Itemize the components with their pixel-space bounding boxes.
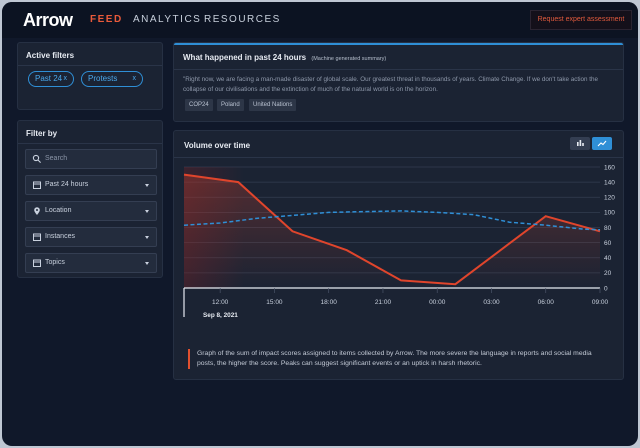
chart-description: Graph of the sum of impact scores assign… (188, 349, 598, 369)
calendar-icon (33, 233, 41, 241)
top-navigation-bar: Arrow FEED ANALYTICS RESOURCES Request e… (2, 2, 638, 38)
series-area (184, 174, 600, 288)
bar-view-toggle[interactable] (570, 137, 590, 150)
chip-label: Protests (88, 74, 118, 83)
volume-title: Volume over time (184, 141, 251, 150)
x-tick-label: 15:00 (266, 299, 283, 306)
tag-poland[interactable]: Poland (217, 99, 244, 111)
divider (174, 157, 623, 158)
nav-resources[interactable]: RESOURCES (204, 14, 281, 25)
summary-quote: "Right now, we are facing a man-made dis… (183, 76, 599, 93)
search-input[interactable]: Search (25, 149, 157, 169)
filter-by-panel: Filter by Search Past 24 hours Location (17, 120, 163, 278)
series-line-baseline (183, 210, 601, 231)
x-tick-label: 12:00 (212, 299, 229, 306)
divider (18, 65, 162, 66)
instances-dropdown[interactable]: Instances (25, 227, 157, 247)
search-placeholder: Search (45, 155, 68, 162)
dropdown-label: Location (45, 207, 72, 214)
tag-cop24[interactable]: COP24 (185, 99, 213, 111)
divider (18, 143, 162, 144)
y-tick-label: 140 (604, 179, 615, 186)
active-filters-title: Active filters (26, 51, 75, 60)
x-tick-label: 21:00 (375, 299, 392, 306)
location-pin-icon (34, 207, 40, 215)
search-icon (32, 154, 41, 163)
summary-subtitle: (Machine generated summary) (311, 56, 387, 62)
y-tick-label: 20 (604, 270, 612, 277)
chevron-down-icon (145, 236, 149, 239)
x-tick-label: 00:00 (429, 299, 446, 306)
x-tick-label: 06:00 (538, 299, 555, 306)
filter-by-title: Filter by (26, 129, 58, 138)
chevron-down-icon (145, 262, 149, 265)
date-label: Sep 8, 2021 (203, 312, 238, 319)
summary-panel: What happened in past 24 hours (Machine … (173, 42, 624, 122)
bar-chart-icon (577, 140, 584, 146)
dropdown-label: Past 24 hours (45, 181, 89, 188)
y-tick-label: 160 (604, 164, 615, 171)
location-dropdown[interactable]: Location (25, 201, 157, 221)
summary-title-text: What happened in past 24 hours (183, 53, 307, 62)
request-expert-assessment-button[interactable]: Request expert assessment (530, 10, 632, 30)
calendar-icon (33, 181, 41, 189)
x-tick-label: 03:00 (483, 299, 500, 306)
series-line-impact (183, 173, 601, 286)
chip-remove-icon[interactable]: x (132, 75, 137, 82)
divider (174, 69, 623, 70)
y-tick-label: 0 (604, 285, 608, 292)
tag-united-nations[interactable]: United Nations (249, 99, 297, 111)
y-tick-label: 80 (604, 225, 612, 232)
chevron-down-icon (145, 210, 149, 213)
dropdown-label: Topics (45, 259, 65, 266)
calendar-icon (33, 259, 41, 267)
volume-line-chart: 12:00 15:00 18:00 21:00 00:00 03:00 06:00 09:00… (183, 164, 615, 319)
x-tick-label: 18:00 (321, 299, 338, 306)
active-filters-panel: Active filters Past 24 x Protests x (17, 42, 163, 110)
y-tick-label: 60 (604, 240, 612, 247)
topics-dropdown[interactable]: Topics (25, 253, 157, 273)
y-tick-label: 120 (604, 195, 615, 202)
chip-label: Past 24 (35, 74, 63, 83)
summary-title: What happened in past 24 hours (Machine … (183, 53, 386, 62)
x-tick-label: 09:00 (592, 299, 609, 306)
chip-remove-icon[interactable]: x (63, 75, 68, 82)
filter-chip-protests[interactable]: Protests x (81, 71, 143, 87)
y-tick-label: 100 (604, 210, 615, 217)
arrow-logo[interactable]: Arrow (23, 10, 73, 30)
filter-chip-past-24[interactable]: Past 24 x (28, 71, 74, 87)
dropdown-label: Instances (45, 233, 75, 240)
line-chart-icon (597, 140, 607, 147)
summary-accent-bar (174, 43, 623, 45)
line-view-toggle[interactable] (592, 137, 612, 150)
time-range-dropdown[interactable]: Past 24 hours (25, 175, 157, 195)
chevron-down-icon (145, 184, 149, 187)
y-tick-label: 40 (604, 255, 612, 262)
volume-panel: Volume over time (173, 130, 624, 380)
nav-feed[interactable]: FEED (90, 14, 123, 25)
nav-analytics[interactable]: ANALYTICS (133, 14, 202, 25)
